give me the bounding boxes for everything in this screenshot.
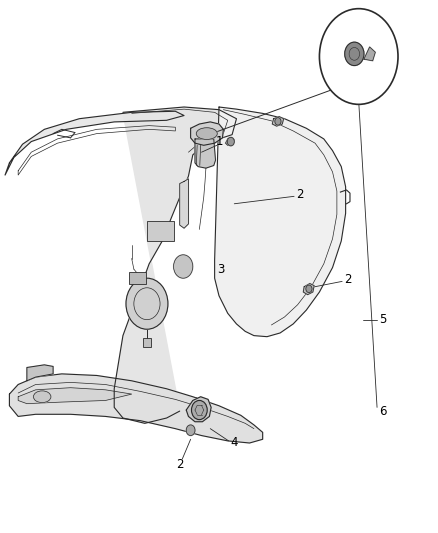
Polygon shape	[5, 111, 184, 175]
Text: 4: 4	[230, 437, 238, 449]
Circle shape	[173, 255, 193, 278]
Bar	[147, 221, 174, 241]
Text: 2: 2	[176, 458, 184, 471]
Text: 2: 2	[344, 273, 352, 286]
Circle shape	[275, 118, 281, 125]
Polygon shape	[215, 107, 346, 337]
Polygon shape	[303, 284, 314, 295]
Ellipse shape	[196, 128, 217, 140]
Text: 1: 1	[215, 135, 223, 148]
Polygon shape	[18, 387, 132, 403]
Text: 2: 2	[296, 188, 304, 201]
Circle shape	[126, 278, 168, 329]
Text: 6: 6	[379, 405, 386, 417]
Polygon shape	[191, 122, 223, 146]
Polygon shape	[180, 179, 188, 228]
Bar	[143, 338, 151, 348]
Polygon shape	[114, 107, 237, 423]
Circle shape	[319, 9, 398, 104]
Circle shape	[345, 42, 364, 66]
Text: 5: 5	[379, 313, 386, 326]
Polygon shape	[195, 139, 215, 168]
Circle shape	[306, 285, 312, 293]
Polygon shape	[186, 397, 211, 422]
Ellipse shape	[33, 391, 51, 402]
Polygon shape	[226, 138, 234, 146]
Polygon shape	[27, 365, 53, 381]
Circle shape	[191, 400, 207, 419]
Polygon shape	[272, 117, 284, 126]
Bar	[130, 272, 146, 284]
Polygon shape	[10, 374, 263, 443]
Text: 3: 3	[218, 263, 225, 276]
Polygon shape	[364, 47, 375, 61]
Circle shape	[227, 138, 234, 146]
Circle shape	[186, 425, 195, 435]
